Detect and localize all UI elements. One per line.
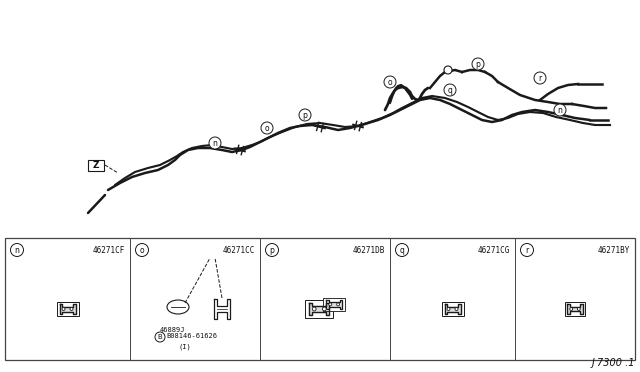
- Circle shape: [444, 66, 452, 74]
- Text: (I): (I): [178, 343, 191, 350]
- Circle shape: [577, 308, 580, 310]
- Text: 46271BY: 46271BY: [598, 246, 630, 255]
- Circle shape: [472, 58, 484, 70]
- Text: Z: Z: [93, 161, 99, 170]
- Bar: [56, 302, 79, 316]
- Circle shape: [534, 72, 546, 84]
- Text: n: n: [15, 246, 19, 254]
- Bar: [442, 302, 463, 316]
- Polygon shape: [568, 304, 582, 314]
- Circle shape: [261, 122, 273, 134]
- Text: 46271CF: 46271CF: [93, 246, 125, 255]
- Polygon shape: [326, 299, 342, 309]
- Bar: [88, 160, 104, 171]
- Circle shape: [209, 137, 221, 149]
- Text: r: r: [538, 74, 541, 83]
- Circle shape: [70, 308, 73, 311]
- Circle shape: [312, 307, 316, 311]
- Circle shape: [136, 244, 148, 257]
- Circle shape: [396, 244, 408, 257]
- Text: o: o: [265, 124, 269, 132]
- Circle shape: [155, 332, 165, 342]
- Circle shape: [447, 308, 450, 311]
- Circle shape: [384, 76, 396, 88]
- Circle shape: [337, 303, 340, 306]
- Circle shape: [520, 244, 534, 257]
- Circle shape: [570, 308, 573, 310]
- Text: B08146-61626: B08146-61626: [166, 333, 217, 339]
- Text: 46271DB: 46271DB: [353, 246, 385, 255]
- Text: n: n: [557, 106, 563, 115]
- Circle shape: [444, 84, 456, 96]
- Text: p: p: [476, 60, 481, 68]
- Bar: [305, 300, 333, 318]
- Polygon shape: [60, 304, 76, 314]
- Polygon shape: [445, 304, 461, 314]
- Circle shape: [10, 244, 24, 257]
- Text: p: p: [303, 110, 307, 119]
- Text: r: r: [525, 246, 529, 254]
- Circle shape: [554, 104, 566, 116]
- Ellipse shape: [167, 300, 189, 314]
- Circle shape: [299, 109, 311, 121]
- Text: q: q: [399, 246, 404, 254]
- Text: 46271CG: 46271CG: [477, 246, 510, 255]
- Circle shape: [62, 308, 65, 311]
- Circle shape: [455, 308, 458, 311]
- Text: J 7300 .1: J 7300 .1: [591, 358, 635, 368]
- Bar: [5, 238, 635, 360]
- Text: B: B: [157, 334, 163, 340]
- Text: 46271CC: 46271CC: [223, 246, 255, 255]
- Text: n: n: [212, 138, 218, 148]
- Circle shape: [323, 307, 326, 311]
- Text: p: p: [269, 246, 275, 254]
- Text: o: o: [140, 246, 144, 254]
- Polygon shape: [309, 303, 330, 315]
- Circle shape: [266, 244, 278, 257]
- Text: 46889J: 46889J: [160, 327, 186, 333]
- Bar: [564, 302, 586, 316]
- Circle shape: [329, 303, 332, 306]
- Text: o: o: [388, 77, 392, 87]
- Bar: [323, 298, 345, 311]
- Text: q: q: [447, 86, 452, 94]
